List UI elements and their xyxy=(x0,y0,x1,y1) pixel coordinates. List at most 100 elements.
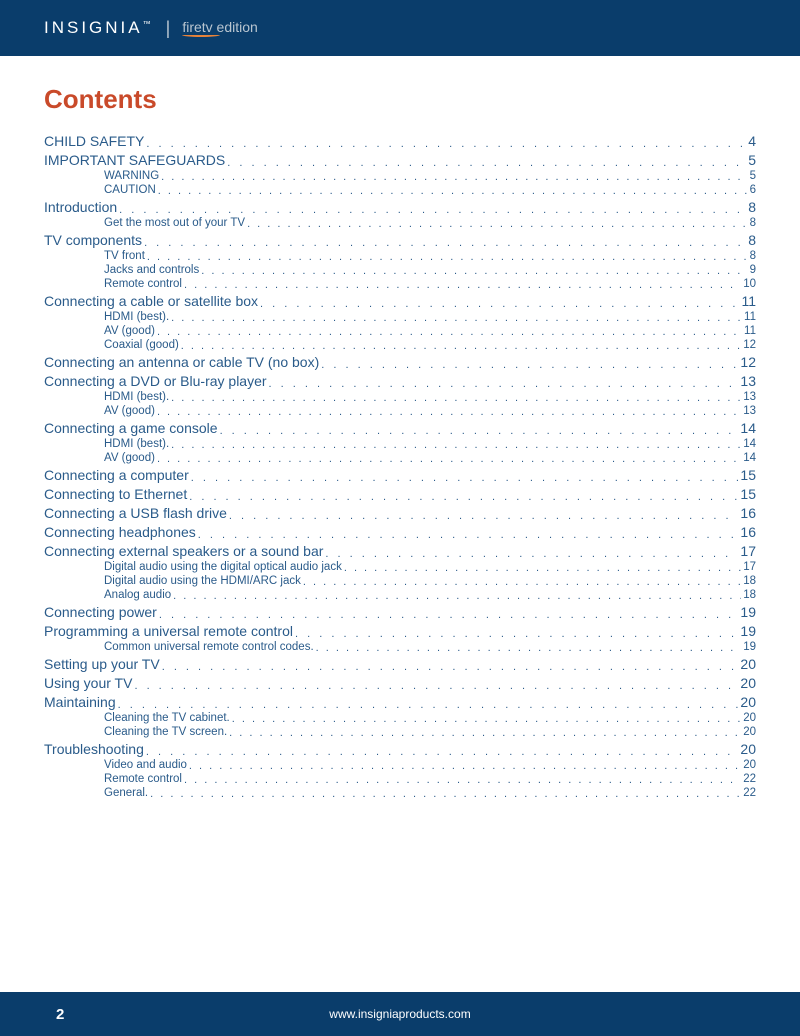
toc-page-number: 8 xyxy=(748,217,756,229)
toc-entry[interactable]: Common universal remote control codes. .… xyxy=(104,641,756,653)
toc-entry[interactable]: Connecting a game console . . . . . . . … xyxy=(44,420,756,436)
toc-entry[interactable]: Maintaining . . . . . . . . . . . . . . … xyxy=(44,694,756,710)
toc-entry[interactable]: TV components . . . . . . . . . . . . . … xyxy=(44,232,756,248)
toc-entry[interactable]: Video and audio . . . . . . . . . . . . … xyxy=(104,759,756,771)
toc-leader-dots: . . . . . . . . . . . . . . . . . . . . … xyxy=(148,788,741,799)
toc-entry[interactable]: Get the most out of your TV . . . . . . … xyxy=(104,217,756,229)
toc-leader-dots: . . . . . . . . . . . . . . . . . . . . … xyxy=(196,529,739,540)
toc-page-number: 8 xyxy=(746,232,756,248)
toc-page-number: 13 xyxy=(741,405,756,417)
toc-page-number: 20 xyxy=(738,656,756,672)
toc-label: AV (good) xyxy=(104,452,155,464)
toc-page-number: 14 xyxy=(741,438,756,450)
toc-entry[interactable]: CAUTION . . . . . . . . . . . . . . . . … xyxy=(104,184,756,196)
toc-label: HDMI (best). xyxy=(104,391,169,403)
toc-label: TV components xyxy=(44,232,142,248)
toc-label: Connecting external speakers or a sound … xyxy=(44,543,323,559)
footer-url: www.insigniaproducts.com xyxy=(329,1007,470,1021)
toc-label: Analog audio xyxy=(104,589,171,601)
toc-page-number: 14 xyxy=(738,420,756,436)
toc-leader-dots: . . . . . . . . . . . . . . . . . . . . … xyxy=(258,298,739,309)
toc-entry[interactable]: Cleaning the TV cabinet. . . . . . . . .… xyxy=(104,712,756,724)
toc-entry[interactable]: Analog audio . . . . . . . . . . . . . .… xyxy=(104,589,756,601)
toc-entry[interactable]: Connecting a computer . . . . . . . . . … xyxy=(44,467,756,483)
toc-label: WARNING xyxy=(104,170,159,182)
toc-leader-dots: . . . . . . . . . . . . . . . . . . . . … xyxy=(169,312,742,323)
toc-entry[interactable]: Programming a universal remote control .… xyxy=(44,623,756,639)
toc-entry[interactable]: Setting up your TV . . . . . . . . . . .… xyxy=(44,656,756,672)
toc-leader-dots: . . . . . . . . . . . . . . . . . . . . … xyxy=(132,680,738,691)
toc-page-number: 19 xyxy=(738,604,756,620)
toc-entry[interactable]: Connecting external speakers or a sound … xyxy=(44,543,756,559)
toc-label: Introduction xyxy=(44,199,117,215)
toc-leader-dots: . . . . . . . . . . . . . . . . . . . . … xyxy=(218,425,739,436)
toc-entry[interactable]: Connecting an antenna or cable TV (no bo… xyxy=(44,354,756,370)
footer-bar: 2 www.insigniaproducts.com xyxy=(0,992,800,1036)
toc-entry[interactable]: Digital audio using the HDMI/ARC jack . … xyxy=(104,575,756,587)
toc-entry[interactable]: TV front . . . . . . . . . . . . . . . .… xyxy=(104,250,756,262)
toc-label: Connecting a USB flash drive xyxy=(44,505,227,521)
toc-entry[interactable]: Introduction . . . . . . . . . . . . . .… xyxy=(44,199,756,215)
toc-page-number: 19 xyxy=(738,623,756,639)
toc-label: Connecting a DVD or Blu-ray player xyxy=(44,373,267,389)
toc-entry[interactable]: WARNING . . . . . . . . . . . . . . . . … xyxy=(104,170,756,182)
toc-entry[interactable]: General. . . . . . . . . . . . . . . . .… xyxy=(104,787,756,799)
toc-page-number: 20 xyxy=(741,726,756,738)
toc-entry[interactable]: AV (good) . . . . . . . . . . . . . . . … xyxy=(104,325,756,337)
toc-entry[interactable]: Connecting a USB flash drive . . . . . .… xyxy=(44,505,756,521)
edition-suffix: tv edition xyxy=(202,19,258,35)
toc-page-number: 20 xyxy=(738,694,756,710)
toc-entry[interactable]: Using your TV . . . . . . . . . . . . . … xyxy=(44,675,756,691)
toc-leader-dots: . . . . . . . . . . . . . . . . . . . . … xyxy=(323,548,738,559)
toc-leader-dots: . . . . . . . . . . . . . . . . . . . . … xyxy=(156,185,748,196)
toc-entry[interactable]: Troubleshooting . . . . . . . . . . . . … xyxy=(44,741,756,757)
toc-label: Remote control xyxy=(104,278,182,290)
toc-label: AV (good) xyxy=(104,405,155,417)
toc-label: Digital audio using the HDMI/ARC jack xyxy=(104,575,301,587)
toc-entry[interactable]: Cleaning the TV screen. . . . . . . . . … xyxy=(104,726,756,738)
toc-leader-dots: . . . . . . . . . . . . . . . . . . . . … xyxy=(155,406,741,417)
toc-entry[interactable]: Jacks and controls . . . . . . . . . . .… xyxy=(104,264,756,276)
toc-label: Cleaning the TV cabinet. xyxy=(104,712,230,724)
toc-page-number: 5 xyxy=(748,170,756,182)
toc-leader-dots: . . . . . . . . . . . . . . . . . . . . … xyxy=(144,138,746,149)
toc-entry[interactable]: Remote control . . . . . . . . . . . . .… xyxy=(104,278,756,290)
toc-entry[interactable]: HDMI (best). . . . . . . . . . . . . . .… xyxy=(104,311,756,323)
toc-entry[interactable]: HDMI (best). . . . . . . . . . . . . . .… xyxy=(104,391,756,403)
toc-entry[interactable]: Connecting power . . . . . . . . . . . .… xyxy=(44,604,756,620)
toc-entry[interactable]: CHILD SAFETY . . . . . . . . . . . . . .… xyxy=(44,133,756,149)
toc-leader-dots: . . . . . . . . . . . . . . . . . . . . … xyxy=(160,661,739,672)
toc-entry[interactable]: AV (good) . . . . . . . . . . . . . . . … xyxy=(104,405,756,417)
toc-label: CAUTION xyxy=(104,184,156,196)
toc-entry[interactable]: Connecting a cable or satellite box . . … xyxy=(44,293,756,309)
toc-label: Common universal remote control codes. xyxy=(104,641,314,653)
toc-leader-dots: . . . . . . . . . . . . . . . . . . . . … xyxy=(319,359,738,370)
toc-entry[interactable]: Connecting a DVD or Blu-ray player . . .… xyxy=(44,373,756,389)
toc-entry[interactable]: Connecting headphones . . . . . . . . . … xyxy=(44,524,756,540)
toc-page-number: 18 xyxy=(741,575,756,587)
toc-entry[interactable]: Digital audio using the digital optical … xyxy=(104,561,756,573)
toc-page-number: 8 xyxy=(746,199,756,215)
page-number: 2 xyxy=(56,1006,64,1023)
toc-entry[interactable]: HDMI (best). . . . . . . . . . . . . . .… xyxy=(104,438,756,450)
toc-entry[interactable]: IMPORTANT SAFEGUARDS . . . . . . . . . .… xyxy=(44,152,756,168)
toc-entry[interactable]: AV (good) . . . . . . . . . . . . . . . … xyxy=(104,452,756,464)
toc-page-number: 20 xyxy=(738,675,756,691)
toc-leader-dots: . . . . . . . . . . . . . . . . . . . . … xyxy=(142,237,746,248)
toc-page-number: 22 xyxy=(741,773,756,785)
toc-page-number: 11 xyxy=(742,311,756,323)
toc-leader-dots: . . . . . . . . . . . . . . . . . . . . … xyxy=(155,326,742,337)
toc-entry[interactable]: Connecting to Ethernet . . . . . . . . .… xyxy=(44,486,756,502)
toc-page-number: 9 xyxy=(748,264,756,276)
toc-label: TV front xyxy=(104,250,145,262)
toc-entry[interactable]: Coaxial (good) . . . . . . . . . . . . .… xyxy=(104,339,756,351)
toc-entry[interactable]: Remote control . . . . . . . . . . . . .… xyxy=(104,773,756,785)
toc-page-number: 17 xyxy=(738,543,756,559)
divider-icon: | xyxy=(166,18,171,39)
toc-page-number: 13 xyxy=(738,373,756,389)
toc-label: Connecting a game console xyxy=(44,420,218,436)
toc-page-number: 19 xyxy=(741,641,756,653)
toc-leader-dots: . . . . . . . . . . . . . . . . . . . . … xyxy=(159,171,747,182)
table-of-contents: CHILD SAFETY . . . . . . . . . . . . . .… xyxy=(44,133,756,799)
toc-leader-dots: . . . . . . . . . . . . . . . . . . . . … xyxy=(199,265,747,276)
